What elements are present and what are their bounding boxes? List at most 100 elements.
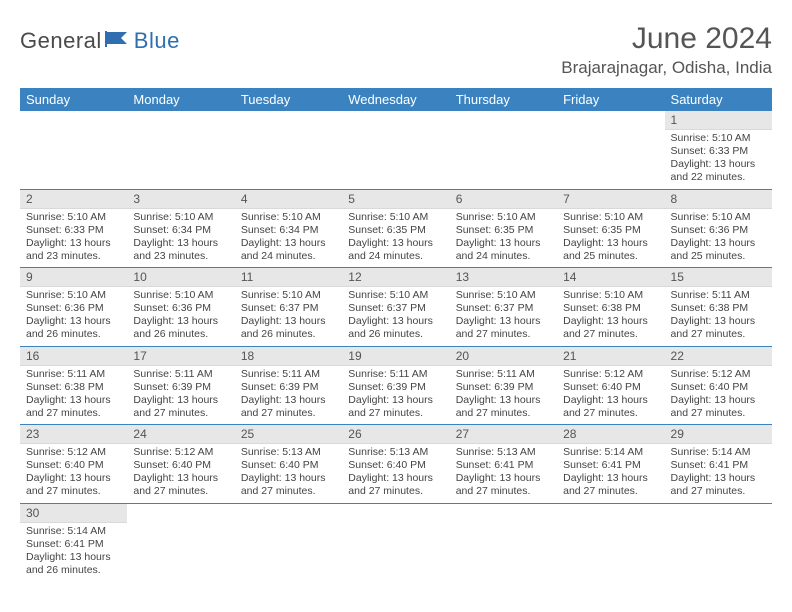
sunrise-line: Sunrise: 5:10 AM: [456, 289, 551, 302]
daylight-line: Daylight: 13 hours and 27 minutes.: [348, 394, 443, 420]
day-number: 14: [557, 268, 664, 287]
dow-header: Tuesday: [235, 88, 342, 111]
daylight-line: Daylight: 13 hours and 26 minutes.: [133, 315, 228, 341]
sunrise-line: Sunrise: 5:14 AM: [26, 525, 121, 538]
day-cell: 13Sunrise: 5:10 AMSunset: 6:37 PMDayligh…: [450, 268, 557, 347]
sunrise-line: Sunrise: 5:10 AM: [133, 289, 228, 302]
day-number: 18: [235, 347, 342, 366]
sunset-line: Sunset: 6:41 PM: [671, 459, 766, 472]
day-number: 25: [235, 425, 342, 444]
sunset-line: Sunset: 6:38 PM: [563, 302, 658, 315]
empty-cell: [342, 503, 449, 581]
sunrise-line: Sunrise: 5:11 AM: [133, 368, 228, 381]
sunset-line: Sunset: 6:40 PM: [348, 459, 443, 472]
sunset-line: Sunset: 6:40 PM: [671, 381, 766, 394]
week-row: 9Sunrise: 5:10 AMSunset: 6:36 PMDaylight…: [20, 268, 772, 347]
sunset-line: Sunset: 6:40 PM: [241, 459, 336, 472]
sunset-line: Sunset: 6:41 PM: [456, 459, 551, 472]
daylight-line: Daylight: 13 hours and 27 minutes.: [671, 472, 766, 498]
day-cell: 28Sunrise: 5:14 AMSunset: 6:41 PMDayligh…: [557, 425, 664, 504]
day-info: Sunrise: 5:14 AMSunset: 6:41 PMDaylight:…: [665, 444, 772, 503]
day-cell: 19Sunrise: 5:11 AMSunset: 6:39 PMDayligh…: [342, 346, 449, 425]
day-info: Sunrise: 5:11 AMSunset: 6:39 PMDaylight:…: [235, 366, 342, 425]
day-info: Sunrise: 5:10 AMSunset: 6:35 PMDaylight:…: [557, 209, 664, 268]
day-cell: 26Sunrise: 5:13 AMSunset: 6:40 PMDayligh…: [342, 425, 449, 504]
brand-logo: General Blue: [20, 28, 180, 54]
sunrise-line: Sunrise: 5:11 AM: [671, 289, 766, 302]
day-number: 15: [665, 268, 772, 287]
sunrise-line: Sunrise: 5:10 AM: [348, 289, 443, 302]
day-number: 6: [450, 190, 557, 209]
day-cell: 3Sunrise: 5:10 AMSunset: 6:34 PMDaylight…: [127, 189, 234, 268]
daylight-line: Daylight: 13 hours and 26 minutes.: [348, 315, 443, 341]
sunset-line: Sunset: 6:38 PM: [26, 381, 121, 394]
day-info: Sunrise: 5:10 AMSunset: 6:33 PMDaylight:…: [665, 130, 772, 189]
daylight-line: Daylight: 13 hours and 25 minutes.: [563, 237, 658, 263]
sunrise-line: Sunrise: 5:13 AM: [456, 446, 551, 459]
calendar-body: 1Sunrise: 5:10 AMSunset: 6:33 PMDaylight…: [20, 111, 772, 581]
day-cell: 25Sunrise: 5:13 AMSunset: 6:40 PMDayligh…: [235, 425, 342, 504]
day-cell: 16Sunrise: 5:11 AMSunset: 6:38 PMDayligh…: [20, 346, 127, 425]
sunset-line: Sunset: 6:35 PM: [348, 224, 443, 237]
daylight-line: Daylight: 13 hours and 27 minutes.: [563, 394, 658, 420]
daylight-line: Daylight: 13 hours and 25 minutes.: [671, 237, 766, 263]
day-info: Sunrise: 5:10 AMSunset: 6:36 PMDaylight:…: [665, 209, 772, 268]
day-info: Sunrise: 5:11 AMSunset: 6:38 PMDaylight:…: [20, 366, 127, 425]
empty-cell: [665, 503, 772, 581]
day-number: 16: [20, 347, 127, 366]
daylight-line: Daylight: 13 hours and 27 minutes.: [348, 472, 443, 498]
day-cell: 1Sunrise: 5:10 AMSunset: 6:33 PMDaylight…: [665, 111, 772, 189]
sunrise-line: Sunrise: 5:10 AM: [563, 289, 658, 302]
day-info: Sunrise: 5:10 AMSunset: 6:38 PMDaylight:…: [557, 287, 664, 346]
daylight-line: Daylight: 13 hours and 23 minutes.: [26, 237, 121, 263]
day-cell: 21Sunrise: 5:12 AMSunset: 6:40 PMDayligh…: [557, 346, 664, 425]
calendar-table: SundayMondayTuesdayWednesdayThursdayFrid…: [20, 88, 772, 581]
day-number: 19: [342, 347, 449, 366]
day-info: Sunrise: 5:14 AMSunset: 6:41 PMDaylight:…: [20, 523, 127, 582]
daylight-line: Daylight: 13 hours and 27 minutes.: [241, 472, 336, 498]
day-number: 9: [20, 268, 127, 287]
daylight-line: Daylight: 13 hours and 27 minutes.: [133, 472, 228, 498]
day-number: 11: [235, 268, 342, 287]
sunset-line: Sunset: 6:37 PM: [348, 302, 443, 315]
day-cell: 22Sunrise: 5:12 AMSunset: 6:40 PMDayligh…: [665, 346, 772, 425]
day-info: Sunrise: 5:13 AMSunset: 6:41 PMDaylight:…: [450, 444, 557, 503]
daylight-line: Daylight: 13 hours and 26 minutes.: [241, 315, 336, 341]
sunrise-line: Sunrise: 5:10 AM: [133, 211, 228, 224]
day-number: 29: [665, 425, 772, 444]
sunset-line: Sunset: 6:39 PM: [456, 381, 551, 394]
day-number: 10: [127, 268, 234, 287]
daylight-line: Daylight: 13 hours and 27 minutes.: [563, 315, 658, 341]
daylight-line: Daylight: 13 hours and 26 minutes.: [26, 315, 121, 341]
day-number: 1: [665, 111, 772, 130]
daylight-line: Daylight: 13 hours and 23 minutes.: [133, 237, 228, 263]
sunset-line: Sunset: 6:40 PM: [133, 459, 228, 472]
sunrise-line: Sunrise: 5:12 AM: [26, 446, 121, 459]
day-info: Sunrise: 5:12 AMSunset: 6:40 PMDaylight:…: [127, 444, 234, 503]
header: General Blue June 2024 Brajarajnagar, Od…: [20, 22, 772, 78]
day-number: 4: [235, 190, 342, 209]
dow-header: Monday: [127, 88, 234, 111]
empty-cell: [20, 111, 127, 189]
sunrise-line: Sunrise: 5:12 AM: [671, 368, 766, 381]
daylight-line: Daylight: 13 hours and 27 minutes.: [133, 394, 228, 420]
day-number: 30: [20, 504, 127, 523]
day-info: Sunrise: 5:11 AMSunset: 6:39 PMDaylight:…: [127, 366, 234, 425]
day-number: 21: [557, 347, 664, 366]
sunset-line: Sunset: 6:40 PM: [26, 459, 121, 472]
week-row: 2Sunrise: 5:10 AMSunset: 6:33 PMDaylight…: [20, 189, 772, 268]
empty-cell: [127, 111, 234, 189]
dow-header: Friday: [557, 88, 664, 111]
day-number: 7: [557, 190, 664, 209]
day-cell: 12Sunrise: 5:10 AMSunset: 6:37 PMDayligh…: [342, 268, 449, 347]
daylight-line: Daylight: 13 hours and 24 minutes.: [456, 237, 551, 263]
dow-header: Wednesday: [342, 88, 449, 111]
sunset-line: Sunset: 6:38 PM: [671, 302, 766, 315]
daylight-line: Daylight: 13 hours and 24 minutes.: [241, 237, 336, 263]
sunset-line: Sunset: 6:35 PM: [563, 224, 658, 237]
day-info: Sunrise: 5:10 AMSunset: 6:35 PMDaylight:…: [450, 209, 557, 268]
month-title: June 2024: [561, 22, 772, 56]
day-info: Sunrise: 5:10 AMSunset: 6:34 PMDaylight:…: [127, 209, 234, 268]
daylight-line: Daylight: 13 hours and 24 minutes.: [348, 237, 443, 263]
day-cell: 2Sunrise: 5:10 AMSunset: 6:33 PMDaylight…: [20, 189, 127, 268]
